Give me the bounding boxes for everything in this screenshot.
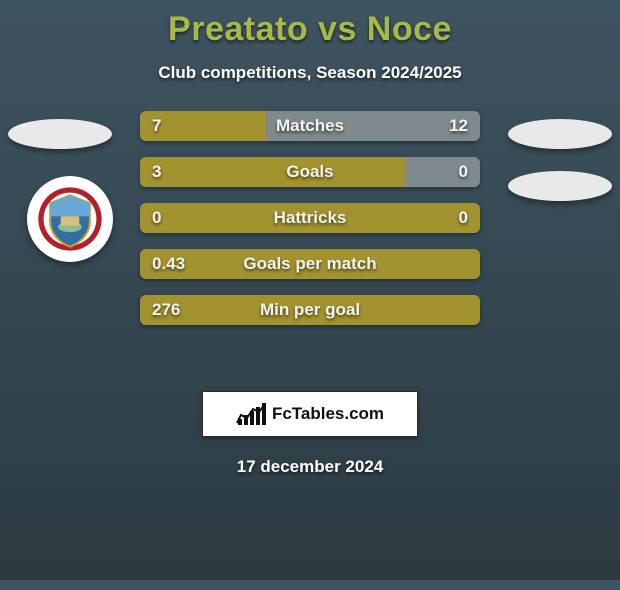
comparison-stage: Matches712 Goals30 Hattricks00 Goals per ma… — [0, 111, 620, 371]
stat-bar-left-segment — [140, 203, 480, 233]
club-right-ellipse — [508, 171, 612, 201]
stat-bar: Goals per match0.43 — [140, 249, 480, 279]
brand-box: FcTables.com — [202, 391, 418, 437]
stat-bar-left-segment — [140, 157, 405, 187]
page-subtitle: Club competitions, Season 2024/2025 — [0, 63, 620, 83]
barchart-icon — [236, 401, 266, 427]
stat-bars: Matches712 Goals30 Hattricks00 Goals per ma… — [140, 111, 480, 325]
brand-label: FcTables.com — [272, 404, 384, 424]
stat-bar-right-segment — [405, 157, 480, 187]
stat-bar-left-segment — [140, 295, 480, 325]
footer-date: 17 december 2024 — [0, 457, 620, 477]
page-title: Preatato vs Noce — [0, 10, 620, 49]
shield-icon — [37, 186, 103, 252]
stat-bar: Min per goal276 — [140, 295, 480, 325]
stat-bar: Matches712 — [140, 111, 480, 141]
club-left-badge — [27, 176, 113, 262]
stat-bar: Goals30 — [140, 157, 480, 187]
stat-bar-right-segment — [266, 111, 480, 141]
stat-bar-left-segment — [140, 249, 480, 279]
stat-bar-left-segment — [140, 111, 266, 141]
player-left-ellipse — [8, 119, 112, 149]
stat-bar: Hattricks00 — [140, 203, 480, 233]
player-right-ellipse — [508, 119, 612, 149]
